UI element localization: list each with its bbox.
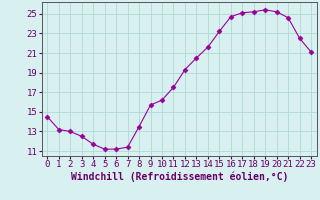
X-axis label: Windchill (Refroidissement éolien,°C): Windchill (Refroidissement éolien,°C) [70,172,288,182]
